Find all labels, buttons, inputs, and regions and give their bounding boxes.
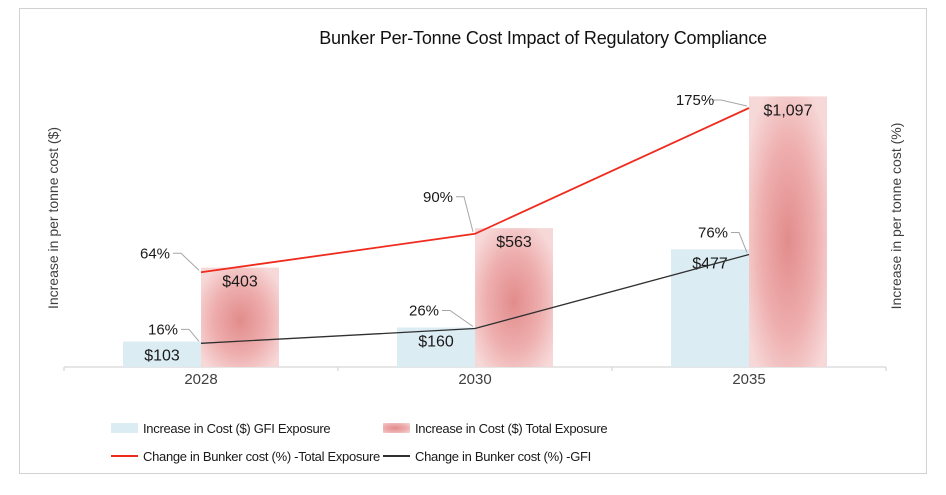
legend-swatch-total-bar bbox=[383, 423, 410, 433]
chart-title: Bunker Per-Tonne Cost Impact of Regulato… bbox=[319, 28, 767, 48]
category-label-2028: 2028 bbox=[184, 371, 217, 388]
bar-total-2028 bbox=[201, 267, 279, 367]
bar-total-2030 bbox=[475, 228, 553, 367]
legend-swatch-total-line bbox=[111, 455, 138, 457]
legend-label: Increase in Cost ($) GFI Exposure bbox=[143, 420, 331, 436]
leader-line bbox=[713, 99, 748, 107]
bar-gfi-2028 bbox=[123, 341, 201, 367]
plot-area: $103 $160 $477 $403 $563 $1,097 64% 90% 175% 16% 2… bbox=[63, 92, 887, 388]
category-label-2035: 2035 bbox=[732, 371, 765, 388]
percent-label: 90% bbox=[423, 189, 453, 206]
legend-label: Change in Bunker cost (%) -GFI bbox=[415, 448, 591, 464]
line-gfi bbox=[200, 253, 750, 344]
leader-line bbox=[731, 232, 748, 253]
category-label-2030: 2030 bbox=[458, 371, 491, 388]
legend-swatch-gfi-line bbox=[383, 455, 410, 457]
bar-total-2035 bbox=[749, 96, 827, 367]
legend-item-total-line: Change in Bunker cost (%) -Total Exposur… bbox=[111, 448, 380, 464]
percent-label: 175% bbox=[676, 92, 714, 109]
bar-gfi-2035 bbox=[671, 249, 749, 367]
legend-label: Increase in Cost ($) Total Exposure bbox=[415, 420, 608, 436]
leader-line bbox=[442, 310, 474, 327]
legend-item-gfi-bar: Increase in Cost ($) GFI Exposure bbox=[111, 420, 331, 436]
legend-item-total-bar: Increase in Cost ($) Total Exposure bbox=[383, 420, 608, 436]
legend-swatch-gfi-bar bbox=[111, 423, 138, 433]
legend-item-gfi-line: Change in Bunker cost (%) -GFI bbox=[383, 448, 591, 464]
percent-label: 16% bbox=[148, 321, 178, 338]
leader-line bbox=[181, 328, 200, 342]
legend-label: Change in Bunker cost (%) -Total Exposur… bbox=[143, 448, 380, 464]
bar-data-label: $160 bbox=[418, 334, 454, 351]
leader-line bbox=[173, 252, 200, 271]
percent-label: 64% bbox=[140, 245, 170, 262]
percent-label: 26% bbox=[409, 303, 439, 320]
leader-line bbox=[456, 196, 474, 232]
line-total-exposure bbox=[200, 107, 750, 274]
chart-card: Bunker Per-Tonne Cost Impact of Regulato… bbox=[19, 8, 927, 474]
bar-data-label: $563 bbox=[496, 234, 532, 251]
bar-data-label: $477 bbox=[692, 255, 728, 272]
bar-data-label: $1,097 bbox=[764, 102, 813, 119]
bar-gfi-2030 bbox=[397, 327, 475, 367]
percent-label: 76% bbox=[698, 225, 728, 242]
bar-data-label: $103 bbox=[144, 348, 180, 365]
bar-data-label: $403 bbox=[222, 274, 258, 291]
